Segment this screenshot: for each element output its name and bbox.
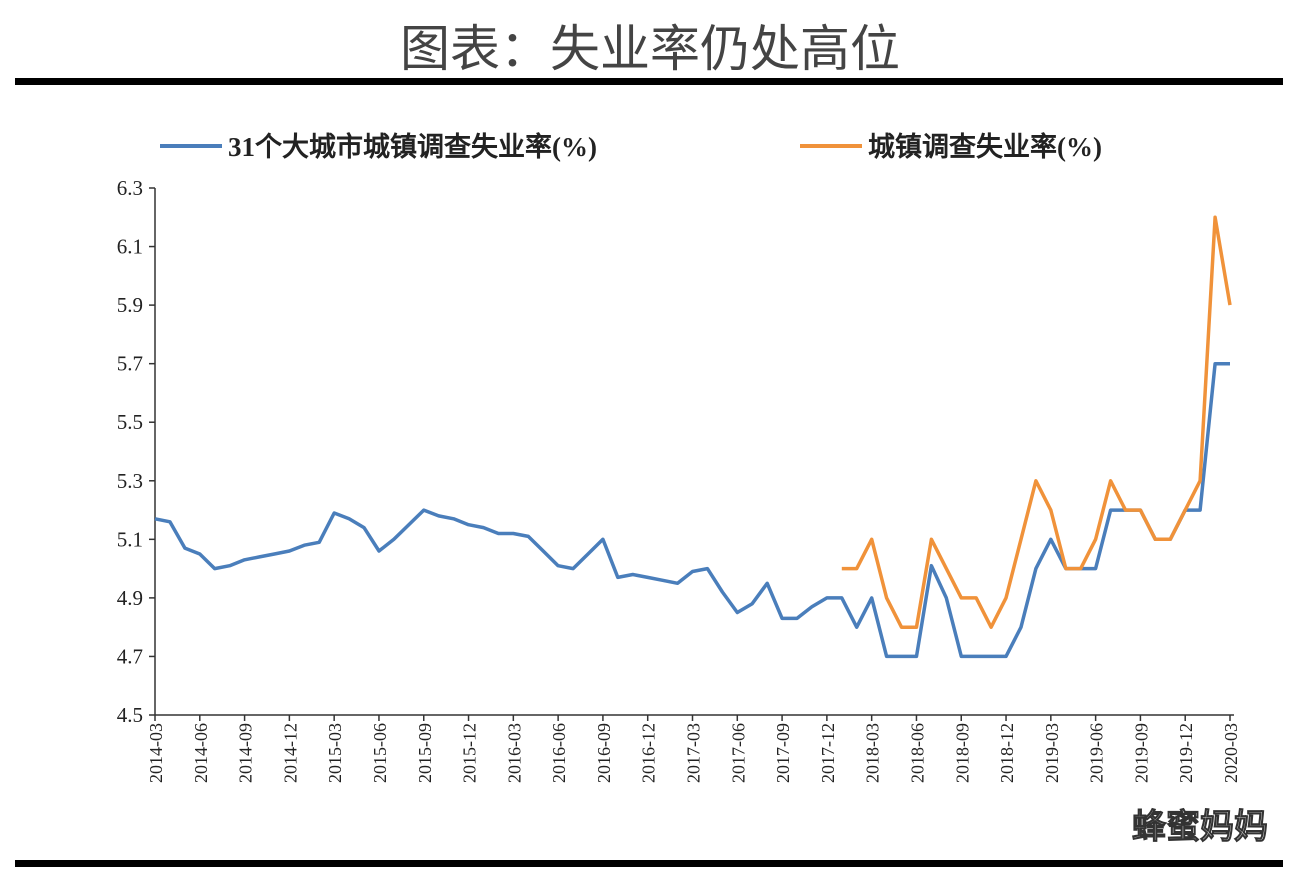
x-tick-label: 2019-03: [1042, 723, 1062, 783]
x-tick-label: 2018-12: [997, 723, 1017, 783]
x-tick-label: 2018-06: [907, 723, 927, 783]
y-tick-label: 6.3: [117, 176, 143, 200]
top-rule: [15, 78, 1283, 85]
legend-label: 城镇调查失业率(%): [868, 131, 1102, 162]
series-line: [841, 215, 1232, 629]
x-tick-label: 2018-03: [863, 723, 883, 783]
x-tick-label: 2017-12: [818, 723, 838, 783]
x-tick-label: 2017-09: [773, 723, 793, 783]
chart-title: 图表：失业率仍处高位: [400, 20, 900, 78]
y-tick-label: 5.7: [117, 352, 143, 376]
x-tick-label: 2015-09: [415, 723, 435, 783]
x-tick-label: 2016-06: [549, 723, 569, 783]
x-tick-label: 2019-12: [1176, 723, 1196, 783]
x-tick-label: 2014-03: [146, 723, 166, 783]
series-line: [154, 361, 1230, 659]
x-tick-label: 2015-12: [460, 723, 480, 783]
x-tick-label: 2020-03: [1221, 723, 1241, 783]
x-tick-label: 2016-03: [504, 723, 524, 783]
bottom-rule: [15, 860, 1283, 867]
x-tick-label: 2018-09: [952, 723, 972, 783]
legend-label: 31个大城市城镇调查失业率(%): [228, 131, 597, 162]
x-tick-label: 2017-03: [684, 723, 704, 783]
y-tick-label: 5.1: [117, 527, 143, 551]
x-tick-label: 2019-09: [1131, 723, 1151, 783]
x-tick-label: 2014-06: [191, 723, 211, 783]
x-tick-label: 2015-06: [370, 723, 390, 783]
x-tick-label: 2016-09: [594, 723, 614, 783]
y-tick-label: 5.3: [117, 469, 143, 493]
y-tick-label: 4.5: [117, 703, 143, 727]
y-tick-label: 4.7: [117, 644, 143, 668]
x-tick-label: 2014-12: [280, 723, 300, 783]
y-tick-label: 5.5: [117, 410, 143, 434]
watermark: 蜂蜜妈妈: [1132, 807, 1268, 847]
y-tick-label: 4.9: [117, 586, 143, 610]
x-tick-label: 2019-06: [1087, 723, 1107, 783]
x-tick-label: 2014-09: [236, 723, 256, 783]
x-tick-label: 2016-12: [639, 723, 659, 783]
y-tick-label: 5.9: [117, 293, 143, 317]
y-tick-label: 6.1: [117, 235, 143, 259]
x-tick-label: 2017-06: [728, 723, 748, 783]
x-tick-label: 2015-03: [325, 723, 345, 783]
